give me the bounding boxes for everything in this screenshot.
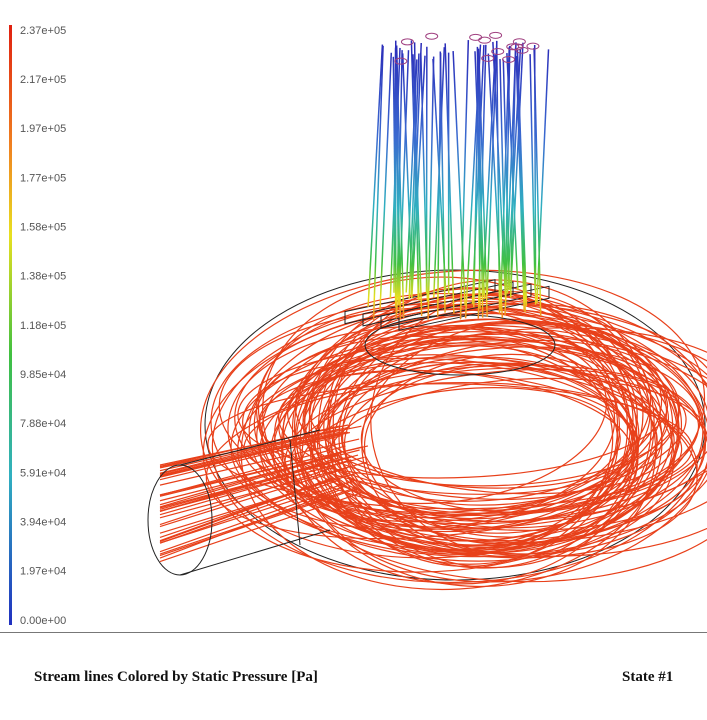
- seed-marker: [426, 33, 438, 39]
- seed-marker: [470, 34, 482, 40]
- colorbar-label: 1.58e+05: [20, 222, 66, 234]
- colorbar: [9, 25, 12, 625]
- colorbar-label: 1.77e+05: [20, 172, 66, 184]
- colorbar-label: 7.88e+04: [20, 418, 66, 430]
- colorbar-labels: 2.37e+05 2.17e+05 1.97e+05 1.77e+05 1.58e+05…: [20, 25, 66, 627]
- render-view: 2.37e+05 2.17e+05 1.97e+05 1.77e+05 1.58e+05…: [0, 0, 707, 632]
- caption-title: Stream lines Colored by Static Pressure …: [34, 669, 318, 686]
- colorbar-label: 1.18e+05: [20, 320, 66, 332]
- colorbar-label: 2.17e+05: [20, 74, 66, 86]
- colorbar-label: 1.38e+05: [20, 271, 66, 283]
- outlet-streamline: [428, 57, 434, 320]
- page: 2.37e+05 2.17e+05 1.97e+05 1.77e+05 1.58e+05…: [0, 0, 707, 720]
- streamline-scene: [148, 32, 707, 604]
- colorbar-label: 1.97e+05: [20, 123, 66, 135]
- caption-box: Stream lines Colored by Static Pressure …: [0, 632, 707, 720]
- state-label: State #1: [622, 669, 673, 686]
- seed-marker: [479, 37, 491, 43]
- colorbar-label: 5.91e+04: [20, 467, 66, 479]
- colorbar-label: 1.97e+04: [20, 566, 66, 578]
- outlet-streamline: [445, 43, 454, 313]
- colorbar-label: 0.00e+00: [20, 615, 66, 627]
- seed-marker: [527, 43, 539, 49]
- colorbar-label: 2.37e+05: [20, 25, 66, 37]
- seed-marker: [490, 32, 502, 38]
- colorbar-label: 3.94e+04: [20, 517, 66, 529]
- colorbar-label: 9.85e+04: [20, 369, 66, 381]
- outlet-streamline: [453, 51, 465, 305]
